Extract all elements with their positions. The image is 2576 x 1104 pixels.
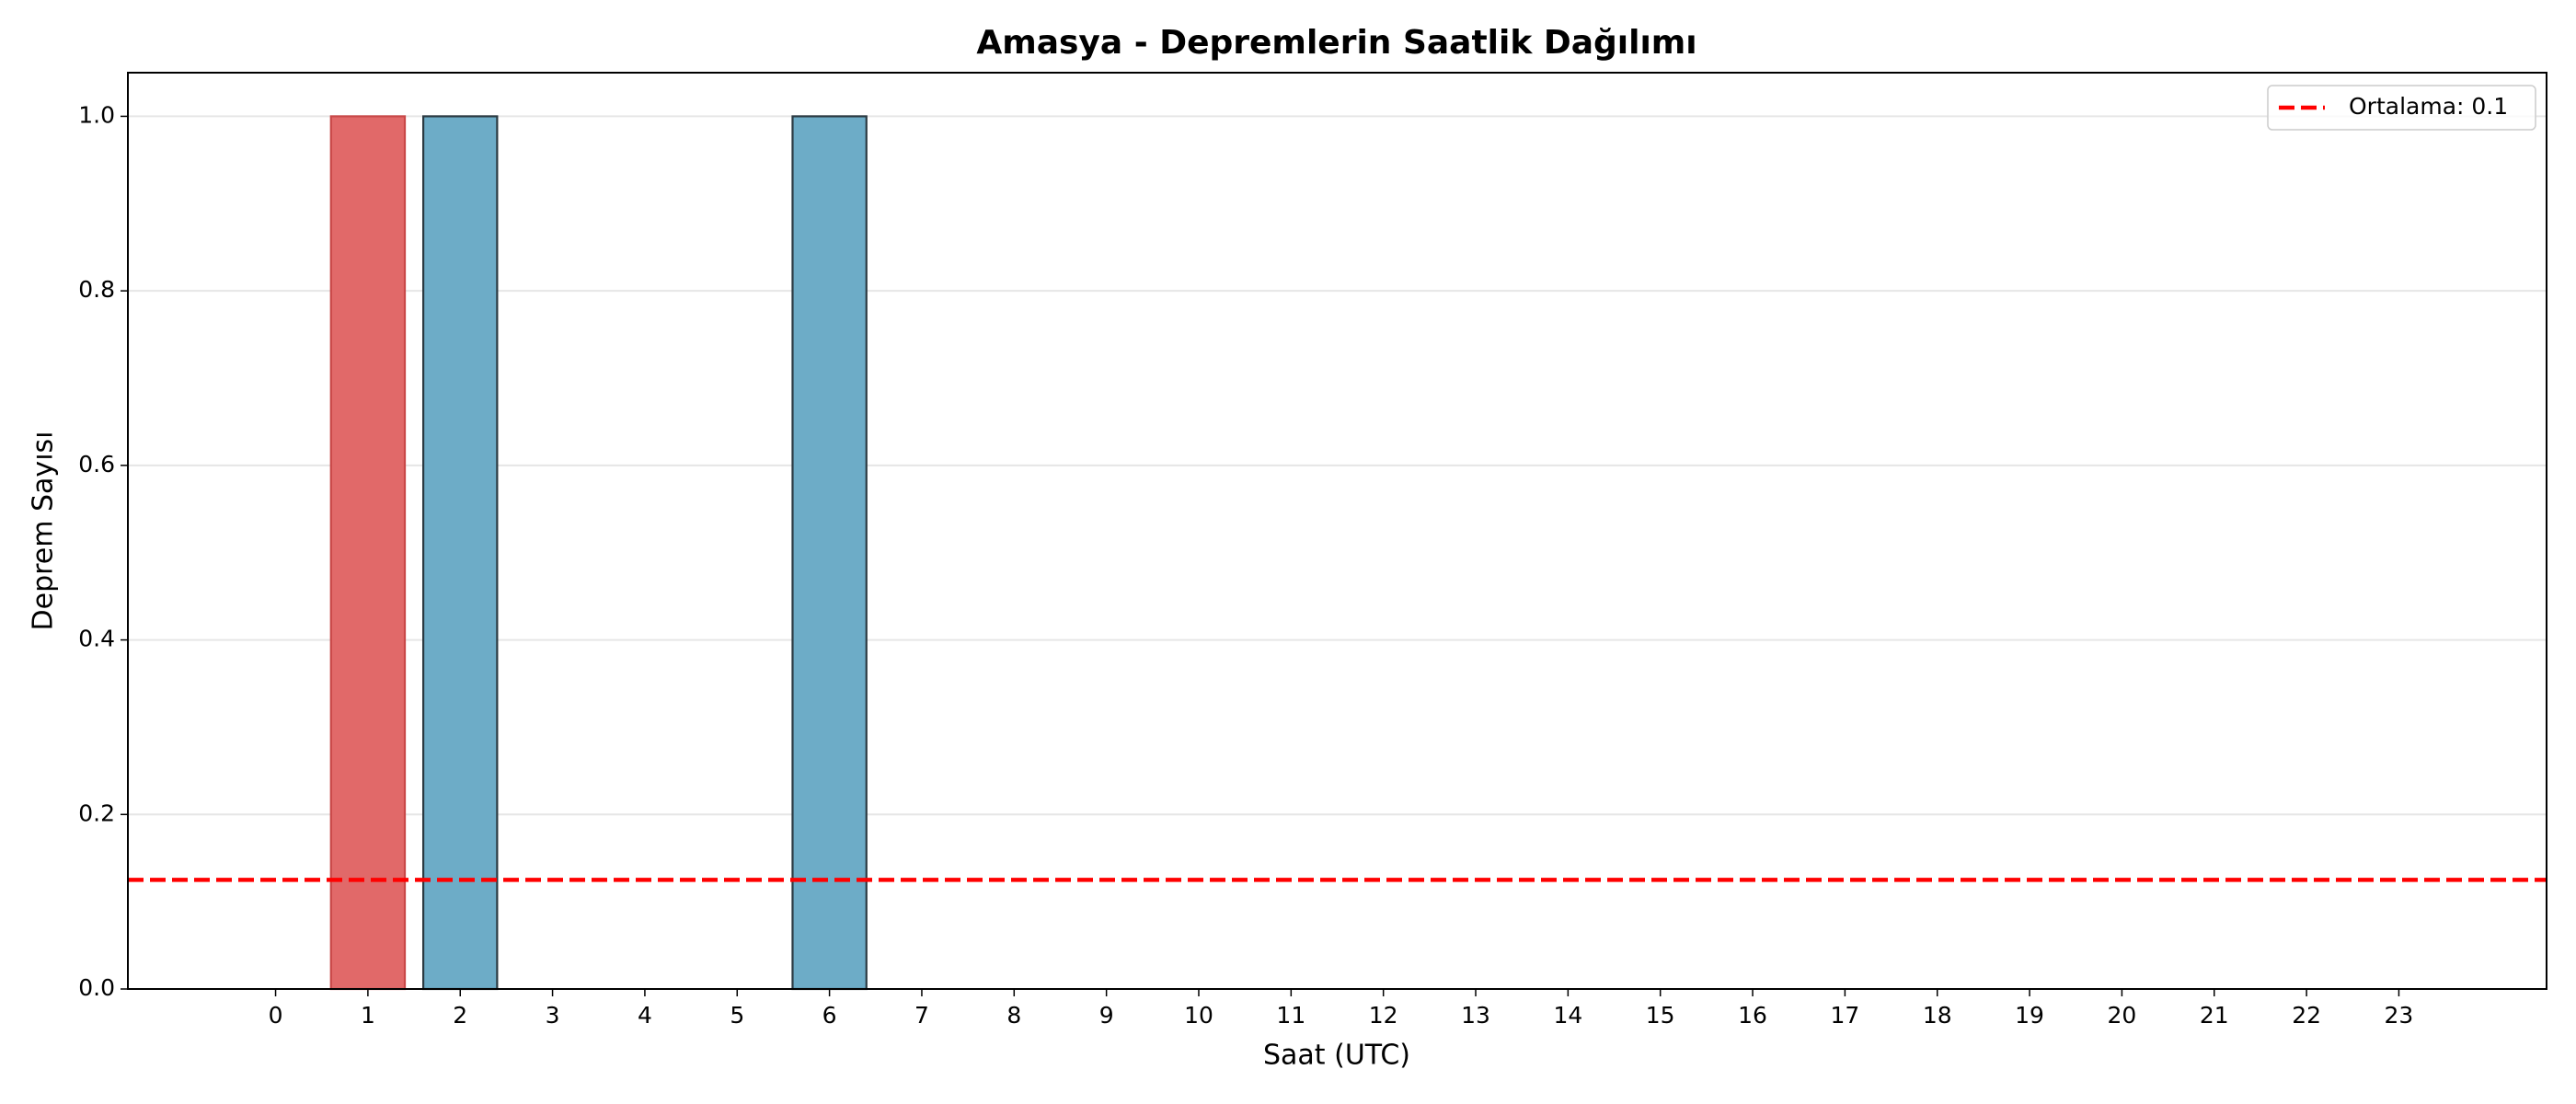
x-tick-label: 17: [1830, 1002, 1859, 1029]
chart-title: Amasya - Depremlerin Saatlik Dağılımı: [976, 24, 1696, 62]
x-tick-label: 21: [2200, 1002, 2229, 1029]
x-tick-label: 22: [2292, 1002, 2321, 1029]
y-tick-label: 1.0: [78, 101, 115, 128]
bar: [329, 115, 407, 991]
x-tick-label: 0: [269, 1002, 283, 1029]
x-tick-label: 3: [546, 1002, 560, 1029]
x-tick-label: 10: [1184, 1002, 1213, 1029]
x-tick-label: 19: [2015, 1002, 2044, 1029]
x-tick-label: 8: [1006, 1002, 1021, 1029]
x-tick-label: 18: [1923, 1002, 1952, 1029]
y-tick-label: 0.8: [78, 276, 115, 303]
x-tick-label: 20: [2108, 1002, 2137, 1029]
axes-frame: [127, 72, 2547, 990]
bar: [421, 115, 499, 991]
y-tick-label: 0.4: [78, 626, 115, 652]
x-tick-label: 14: [1553, 1002, 1582, 1029]
legend-box: [2267, 85, 2536, 131]
y-tick-label: 0.2: [78, 799, 115, 826]
x-tick-label: 4: [638, 1002, 652, 1029]
x-tick-label: 23: [2385, 1002, 2414, 1029]
x-tick-label: 9: [1099, 1002, 1114, 1029]
x-tick-label: 13: [1461, 1002, 1490, 1029]
x-tick-label: 5: [730, 1002, 744, 1029]
y-tick-label: 0.6: [78, 451, 115, 477]
x-tick-label: 2: [453, 1002, 467, 1029]
x-tick-label: 7: [914, 1002, 929, 1029]
x-tick-label: 15: [1646, 1002, 1675, 1029]
y-axis-label: Deprem Sayısı: [28, 431, 60, 631]
x-tick-label: 6: [822, 1002, 837, 1029]
y-tick-label: 0.0: [78, 974, 115, 1001]
x-tick-label: 11: [1276, 1002, 1305, 1029]
x-axis-label: Saat (UTC): [1263, 1040, 1410, 1072]
legend-label: Ortalama: 0.1: [2349, 93, 2508, 120]
x-tick-label: 12: [1369, 1002, 1398, 1029]
x-tick-label: 1: [361, 1002, 375, 1029]
x-tick-label: 16: [1738, 1002, 1767, 1029]
bar: [791, 115, 868, 991]
